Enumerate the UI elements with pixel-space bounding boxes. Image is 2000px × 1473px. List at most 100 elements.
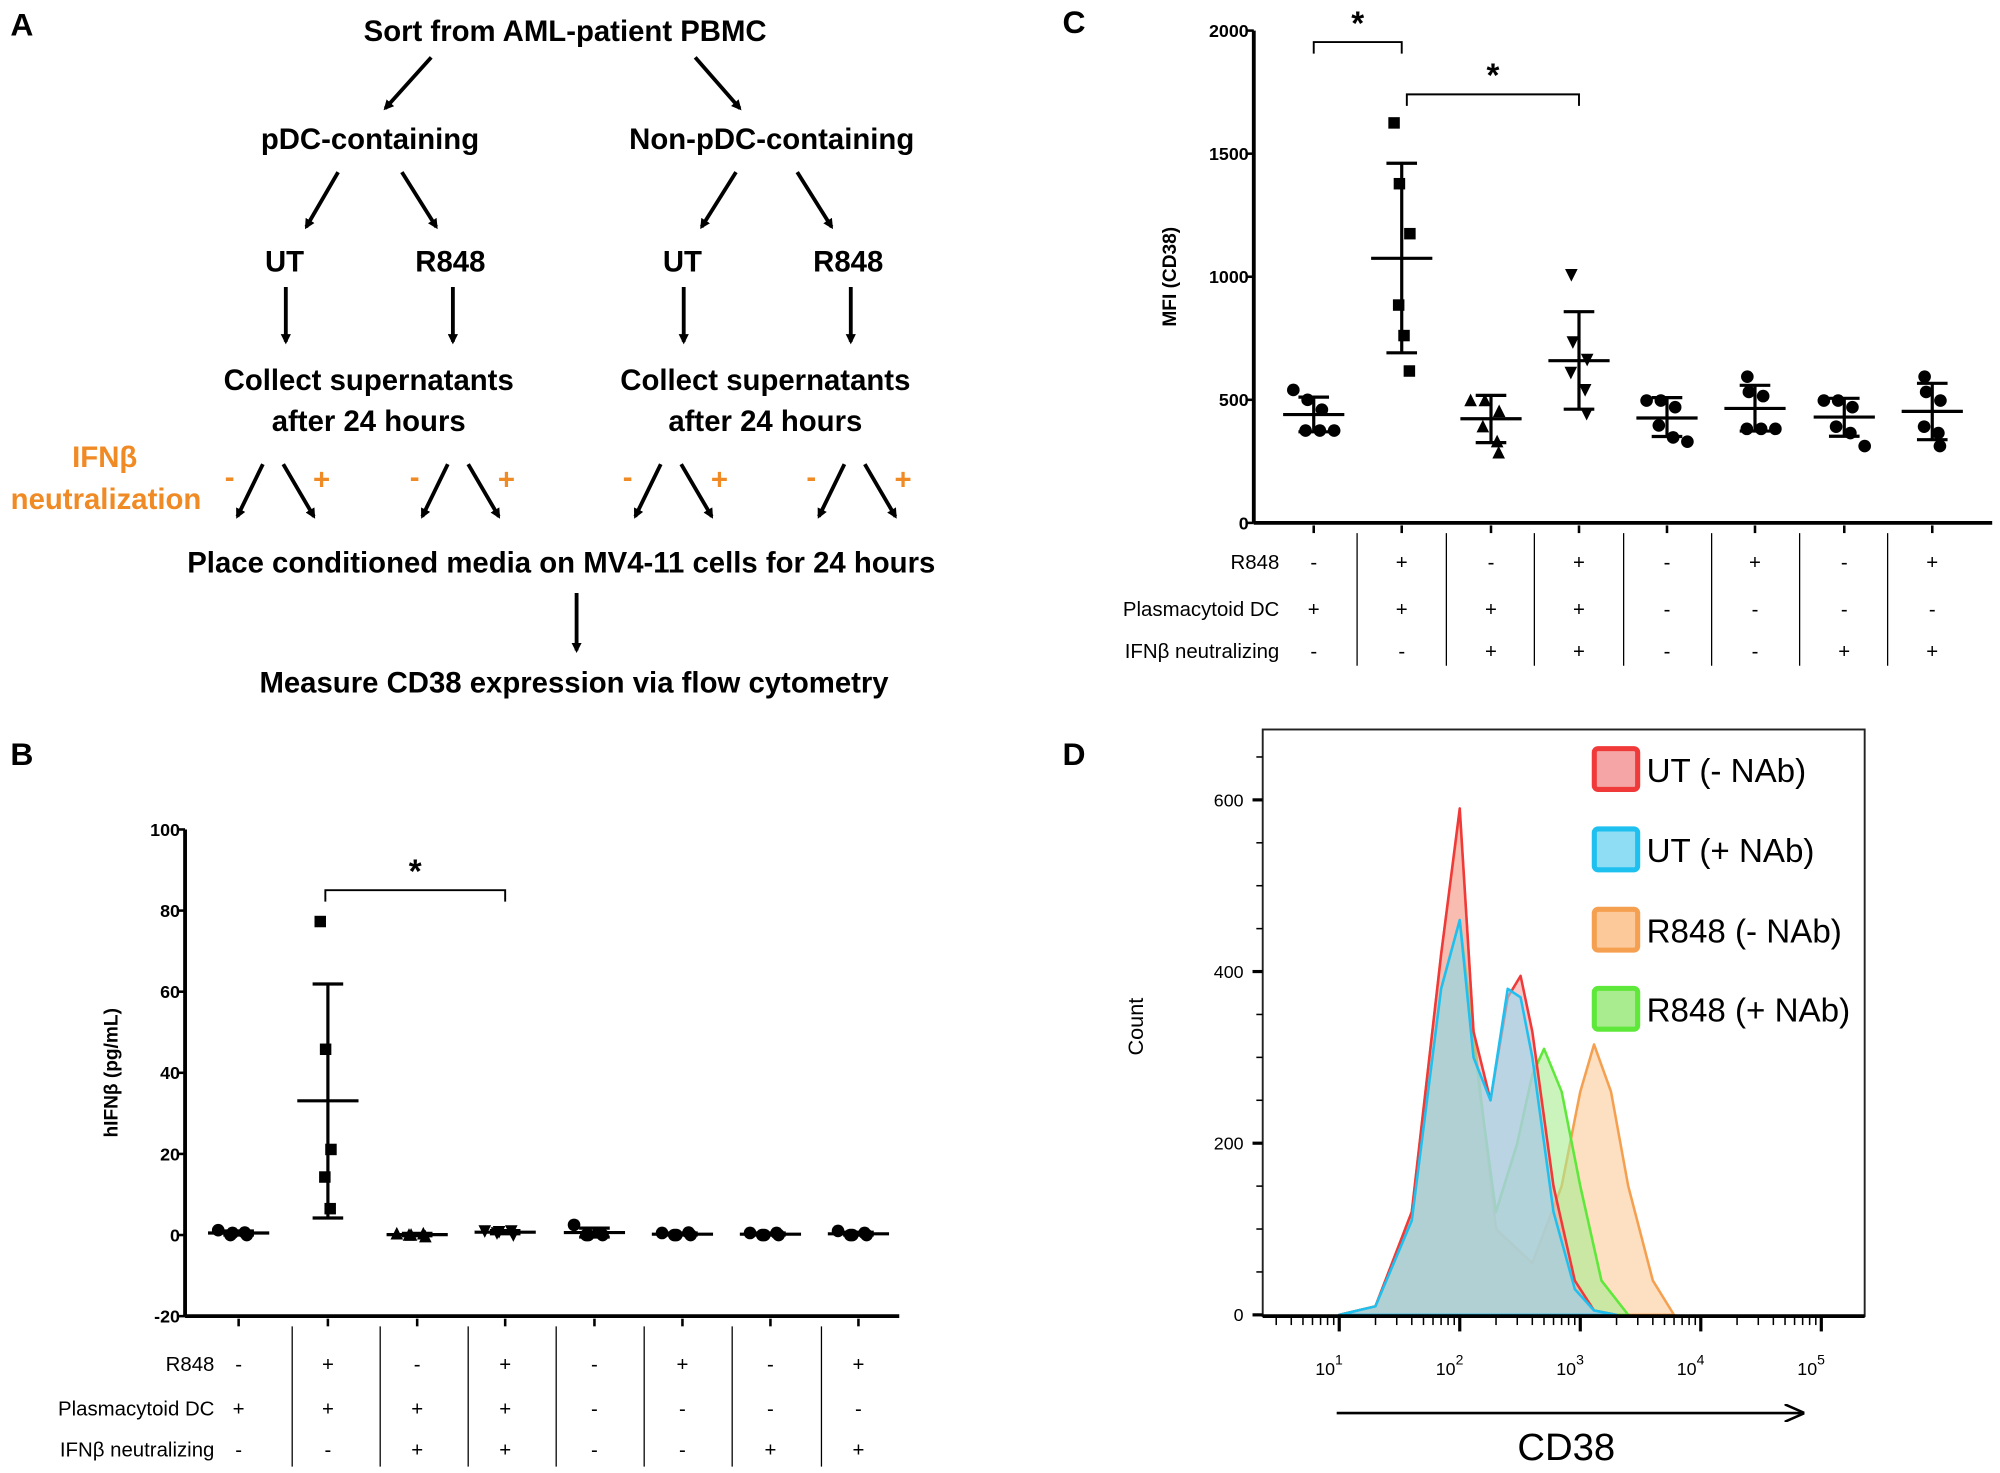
arrow [466, 463, 501, 519]
data-point-square [314, 915, 326, 928]
data-point-circle [1769, 422, 1782, 436]
y-tick-label: 80 [160, 901, 180, 921]
condition-value: - [414, 1354, 421, 1376]
condition-value: + [322, 1399, 334, 1421]
condition-value: - [679, 1399, 686, 1421]
x-tick-label: 102 [1436, 1352, 1464, 1379]
x-tick-exponent: 3 [1576, 1352, 1584, 1368]
condition-value: - [591, 1439, 598, 1461]
arrow [304, 171, 340, 230]
condition-value: - [1310, 641, 1317, 663]
condition-value: + [852, 1354, 864, 1376]
x-axis-title: CD38 [1517, 1426, 1615, 1469]
condition-value: + [499, 1354, 511, 1376]
arrow [633, 463, 663, 519]
significance-bracket [1405, 93, 1580, 106]
data-point-triangle-down [1565, 269, 1578, 282]
data-point-circle [1668, 400, 1682, 414]
legend-swatch [1591, 985, 1641, 1032]
plus-sign: + [895, 464, 912, 497]
y-axis-title: hIFNβ (pg/mL) [101, 1008, 122, 1137]
condition-value: - [1664, 599, 1671, 621]
x-tick-exponent: 2 [1456, 1352, 1464, 1368]
data-point-circle [1831, 394, 1845, 407]
condition-value: + [1573, 641, 1585, 663]
condition-value: + [1396, 552, 1408, 574]
condition-value: + [499, 1399, 511, 1421]
condition-value: + [1838, 641, 1850, 663]
data-point-circle [1918, 370, 1931, 383]
x-tick-exponent: 4 [1697, 1352, 1705, 1368]
condition-value: + [1485, 641, 1497, 663]
condition-value: - [1929, 599, 1936, 621]
condition-value: + [233, 1399, 245, 1421]
panel-letter-d: D [1062, 736, 1085, 772]
y-tick-label: -20 [154, 1307, 180, 1327]
x-tick-base: 10 [1315, 1359, 1335, 1379]
arrow [420, 463, 450, 519]
data-point-circle [1932, 426, 1945, 440]
panel-letter-b: B [10, 736, 33, 772]
condition-value: - [1752, 641, 1759, 663]
y-tick-label: 0 [1239, 513, 1249, 533]
significance-star: * [1351, 5, 1364, 42]
y-tick-label: 1000 [1209, 267, 1249, 287]
data-point-square [1393, 177, 1406, 190]
data-point-square [1388, 117, 1400, 129]
data-point-circle [1740, 422, 1754, 436]
arrow [383, 56, 433, 111]
data-point-circle [1846, 400, 1859, 414]
data-point-circle [1756, 389, 1770, 403]
data-point-triangle-down [1566, 336, 1580, 349]
data-point-triangle-down [1580, 407, 1593, 421]
condition-value: - [1841, 552, 1848, 574]
x-tick-label: 101 [1315, 1352, 1343, 1379]
x-tick-exponent: 1 [1335, 1352, 1343, 1368]
treatment-node: UT [265, 246, 304, 279]
data-point-square [325, 1143, 337, 1156]
arrow [693, 56, 742, 111]
y-axis-title: Count [1123, 998, 1148, 1056]
data-point-circle [1287, 383, 1300, 397]
data-point-square [1404, 227, 1416, 240]
condition-value: - [235, 1439, 242, 1461]
data-point-triangle-up [1492, 404, 1506, 418]
histogram-ut-nab [1337, 918, 1618, 1317]
data-point-circle [1917, 420, 1931, 433]
panel-letter-a: A [10, 7, 33, 43]
condition-value: + [499, 1439, 511, 1461]
x-tick-base: 10 [1677, 1359, 1697, 1379]
collect-node-line2: after 24 hours [272, 405, 466, 438]
collect-node-line1: Collect supernatants [620, 364, 910, 397]
arrow [235, 463, 265, 519]
data-point-circle [579, 1228, 593, 1242]
plus-sign: + [498, 464, 515, 497]
condition-value: - [767, 1399, 774, 1421]
condition-value: - [591, 1399, 598, 1421]
condition-row-label: R848 [166, 1354, 215, 1376]
condition-value: - [1488, 552, 1495, 574]
y-axis-title: MFI (CD38) [1160, 227, 1181, 327]
x-tick-exponent: 5 [1817, 1352, 1825, 1368]
condition-row-label: Plasmacytoid DC [58, 1399, 214, 1421]
minus-sign: - [623, 461, 633, 494]
data-point-triangle-up [1476, 419, 1490, 433]
arrow [400, 171, 438, 230]
condition-value: + [852, 1439, 864, 1461]
x-tick-label: 105 [1797, 1352, 1825, 1379]
significance-star: * [409, 854, 422, 891]
y-tick-label: 60 [160, 982, 180, 1002]
data-point-circle [1652, 419, 1666, 432]
condition-value: - [325, 1439, 332, 1461]
condition-value: + [1308, 599, 1320, 621]
minus-sign: - [410, 461, 420, 494]
data-point-circle [1681, 435, 1694, 448]
data-point-triangle-up [1492, 445, 1505, 459]
condition-row-label: Plasmacytoid DC [1123, 599, 1279, 621]
y-tick-label: 40 [160, 1063, 180, 1083]
legend-label: UT (- NAb) [1647, 753, 1807, 790]
y-tick-label: 600 [1214, 790, 1244, 810]
data-point-circle [1327, 424, 1341, 437]
condition-value: - [1664, 552, 1671, 574]
